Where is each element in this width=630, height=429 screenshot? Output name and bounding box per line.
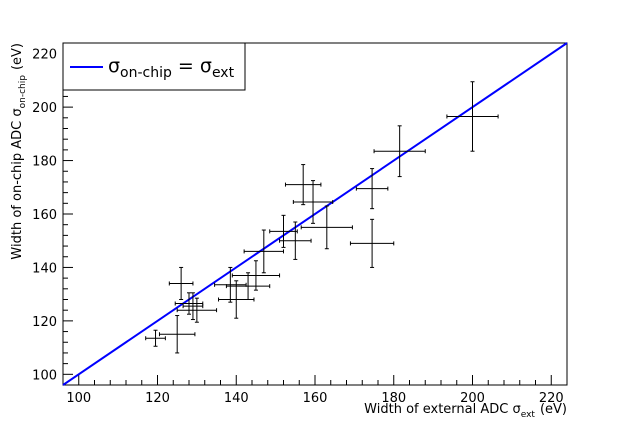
data-point (269, 214, 298, 248)
data-point (145, 329, 166, 347)
data-point (300, 205, 353, 250)
data-point (214, 266, 247, 303)
y-tick-label: 180 (32, 155, 57, 170)
reference-line (62, 42, 568, 386)
x-tick-label: 160 (303, 391, 328, 406)
data-point (168, 266, 194, 300)
data-point (182, 292, 204, 321)
y-tick-label: 160 (32, 208, 57, 223)
data-point (446, 81, 499, 152)
data-point (349, 218, 395, 268)
x-tick-label: 220 (539, 391, 564, 406)
x-tick-label: 180 (381, 391, 406, 406)
legend: σon-chip = σext (62, 42, 246, 91)
y-tick-label: 220 (32, 48, 57, 63)
data-point (292, 180, 334, 224)
data-points (145, 81, 499, 354)
data-point (373, 125, 426, 178)
x-tick-label: 100 (66, 391, 91, 406)
y-tick-label: 100 (32, 368, 57, 383)
legend-label: σon-chip = σext (108, 55, 235, 81)
y-tick-label: 120 (32, 315, 57, 330)
data-point (355, 168, 389, 210)
x-tick-label: 140 (224, 391, 249, 406)
data-point (176, 297, 218, 323)
data-point (231, 260, 281, 291)
data-point (218, 280, 255, 319)
x-axis: 100 120 140 160 180 200 220 (66, 375, 564, 406)
y-axis: 100 120 140 160 180 200 220 (32, 48, 73, 383)
y-tick-label: 140 (32, 261, 57, 276)
data-point (158, 315, 196, 354)
x-axis-title: Width of external ADC σext (eV) (364, 402, 567, 420)
y-tick-label: 200 (32, 101, 57, 116)
x-tick-label: 120 (145, 391, 170, 406)
data-point (284, 164, 322, 206)
data-point (225, 272, 271, 300)
data-point (279, 221, 312, 260)
y-axis-title: Width of on-chip ADC σon-chip(eV) (10, 43, 28, 260)
data-point (243, 229, 284, 274)
data-point (174, 292, 204, 315)
x-tick-label: 200 (460, 391, 485, 406)
